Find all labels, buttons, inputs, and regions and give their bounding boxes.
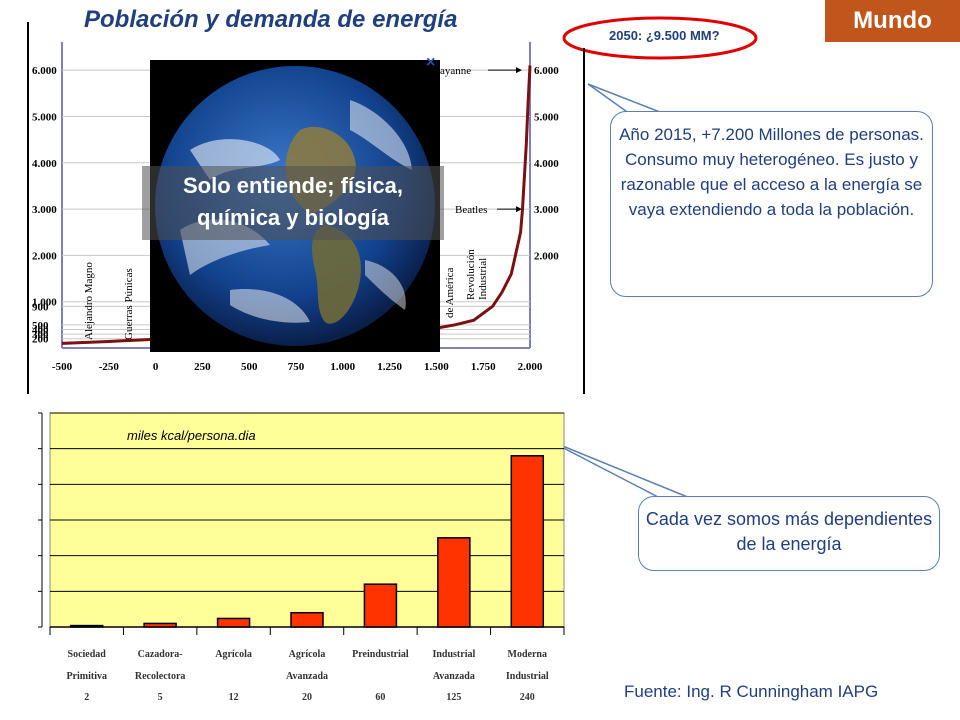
bar-category-label: Industrial	[506, 671, 549, 682]
bar-category-label: Sociedad	[68, 649, 107, 660]
pop-y-tick-label-left: 1.000	[32, 297, 57, 309]
pop-event-label: Beatles	[455, 204, 487, 216]
bar	[143, 622, 177, 628]
pop-x-tick-label: -250	[99, 361, 120, 373]
bar-category-label: Avanzada	[433, 671, 475, 682]
pop-x-tick-label: 500	[241, 361, 258, 373]
close-icon: ×	[426, 54, 436, 71]
pop-event-arrowhead	[516, 206, 522, 213]
bar-category-label: Industrial	[432, 649, 475, 660]
bar-value-label: 12	[229, 692, 239, 703]
bar-value-label: 2	[84, 692, 89, 703]
pop-event-arrowhead	[516, 67, 522, 74]
bar	[437, 537, 471, 628]
forecast-2050-label: 2050: ¿9.500 MM?	[609, 28, 720, 43]
population-callout: Año 2015, +7.200 Millones de personas. C…	[610, 111, 933, 297]
energy-bar-chart: Sociedad Primitiva 2 Cazadora- Recolectora 5 A…	[38, 412, 565, 703]
bar-category-label: Moderna	[508, 649, 547, 660]
pop-y-tick-label-left: 500	[32, 320, 49, 332]
earth-caption: Solo entiende; física, química y biologí…	[142, 166, 444, 240]
pop-event-label: Industrial	[477, 258, 489, 300]
bar-category-label: Agrícola	[289, 649, 326, 660]
bar-value-label: 20	[302, 692, 312, 703]
pop-event-label: de América	[444, 267, 456, 318]
pop-x-tick-label: 750	[288, 361, 305, 373]
pop-event-label: Guerras Púnicas	[123, 268, 135, 340]
bar	[363, 583, 398, 628]
pop-y-tick-label-left: 300	[32, 329, 49, 341]
pop-y-tick-label-left: 200	[32, 334, 49, 346]
energy-callout: Cada vez somos más dependientes de la en…	[638, 496, 940, 571]
bar	[69, 624, 104, 628]
pop-y-tick-label-left: 900	[32, 301, 49, 313]
bar-category-label: Cazadora-	[138, 649, 183, 660]
left-divider	[27, 22, 29, 394]
pop-x-tick-label: 1.750	[471, 361, 496, 373]
bar-category-label: Primitiva	[66, 671, 107, 682]
bar-value-label: 240	[520, 692, 535, 703]
pop-y-tick-label-left: 2.000	[32, 250, 57, 262]
region-badge: Mundo	[825, 0, 960, 42]
pop-x-tick-label: 1.000	[330, 361, 355, 373]
bar-category-label: Agrícola	[215, 649, 252, 660]
bar-category-label: Avanzada	[286, 671, 328, 682]
pop-x-tick-label: -500	[52, 361, 73, 373]
right-divider	[583, 48, 585, 394]
bar-category-label: Preindustrial	[352, 649, 409, 660]
bar-category-label: Recolectora	[135, 671, 186, 682]
pop-y-tick-label-right: 2.000	[534, 250, 559, 262]
pop-x-tick-label: 0	[153, 361, 159, 373]
pop-y-tick-label-right: 6.000	[534, 65, 559, 77]
pop-y-tick-label-right: 5.000	[534, 111, 559, 123]
pop-x-tick-label: 1.500	[424, 361, 449, 373]
pop-x-tick-label: 2.000	[518, 361, 543, 373]
bar-value-label: 125	[446, 692, 461, 703]
pop-y-tick-label-left: 3.000	[32, 204, 57, 216]
pop-event-label: Alejandro Magno	[83, 262, 95, 340]
bar	[290, 611, 324, 628]
population-chart: 2003004005009001.0002.0003.0004.0005.000…	[32, 42, 559, 373]
pop-y-tick-label-left: 400	[32, 324, 49, 336]
pop-x-tick-label: 250	[194, 361, 211, 373]
pop-event-label: Revolución	[465, 249, 477, 300]
pop-y-tick-label-left: 4.000	[32, 158, 57, 170]
source-credit: Fuente: Ing. R Cunningham IAPG	[624, 682, 879, 701]
pop-x-tick-label: 1.250	[377, 361, 402, 373]
bar-chart-title: miles kcal/persona.dia	[127, 428, 256, 443]
bar-value-label: 60	[375, 692, 385, 703]
pop-y-tick-label-right: 4.000	[534, 158, 559, 170]
pop-y-tick-label-left: 5.000	[32, 111, 57, 123]
pop-event-label: ayanne	[440, 65, 471, 77]
pop-y-tick-label-left: 6.000	[32, 65, 57, 77]
bar	[510, 455, 545, 628]
pop-y-tick-label-right: 3.000	[534, 204, 559, 216]
bar	[216, 617, 251, 628]
bar-value-label: 5	[158, 692, 163, 703]
forecast-ellipse	[562, 16, 758, 60]
page-title: Población y demanda de energía	[84, 6, 458, 33]
